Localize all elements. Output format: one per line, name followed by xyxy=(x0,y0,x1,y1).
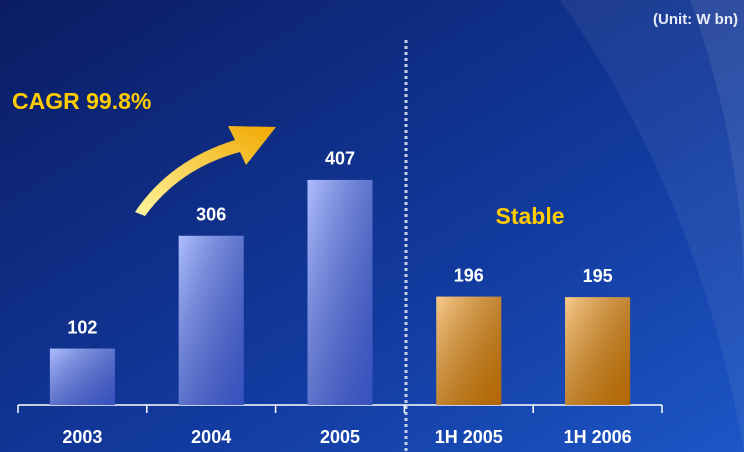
bar-sheen xyxy=(565,297,631,405)
swoosh xyxy=(560,0,744,452)
bar-sheen xyxy=(307,179,373,405)
value-label: 102 xyxy=(67,317,97,337)
value-label: 407 xyxy=(325,149,355,169)
x-tick-label: 2005 xyxy=(320,427,360,447)
x-tick-label: 2004 xyxy=(191,427,231,447)
annotation: CAGR 99.8% xyxy=(12,88,151,114)
x-tick-label: 1H 2005 xyxy=(435,427,503,447)
bar-sheen xyxy=(178,235,244,405)
x-tick-label: 2003 xyxy=(62,427,102,447)
x-tick-label: 1H 2006 xyxy=(564,427,632,447)
annotation: Stable xyxy=(495,203,564,229)
value-label: 306 xyxy=(196,205,226,225)
unit-label: (Unit: W bn) xyxy=(653,11,738,28)
bar-sheen xyxy=(49,348,115,405)
swoosh xyxy=(690,0,744,300)
bar-sheen xyxy=(436,296,502,405)
value-label: 196 xyxy=(454,265,484,285)
growth-arrow xyxy=(135,126,276,216)
value-label: 195 xyxy=(583,266,613,286)
